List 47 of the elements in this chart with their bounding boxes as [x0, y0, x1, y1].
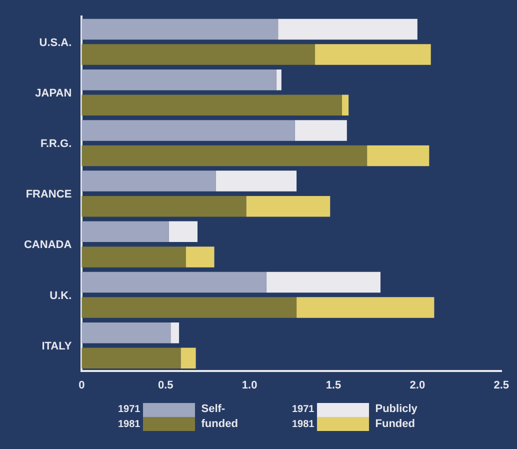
y-tick-label: JAPAN	[35, 87, 72, 100]
text: 1981	[292, 418, 314, 432]
y-tick-label: U.K.	[50, 290, 72, 302]
bar	[367, 145, 430, 166]
bar	[82, 69, 276, 90]
bar	[168, 221, 198, 242]
bar	[82, 297, 297, 318]
bar	[276, 69, 282, 90]
x-tick-label: 0	[78, 379, 85, 392]
bar	[82, 145, 368, 166]
x-tick-label: 2.0	[410, 379, 426, 392]
bar	[82, 94, 342, 116]
bar	[82, 246, 186, 268]
bar	[266, 272, 380, 293]
text: 1981	[118, 418, 140, 432]
text: 1971	[118, 403, 140, 417]
legend-label: Self-funded	[201, 402, 239, 432]
bar	[315, 44, 431, 65]
x-tick-label: 0.5	[158, 379, 174, 392]
bar	[82, 322, 171, 344]
x-tick-label: 2.5	[494, 379, 510, 392]
bar	[216, 170, 297, 192]
y-tick-label: FRANCE	[26, 188, 72, 201]
bar	[246, 196, 330, 217]
bar	[294, 120, 347, 141]
bar	[82, 348, 181, 369]
bar	[342, 94, 349, 116]
bar	[170, 322, 180, 344]
bar	[186, 246, 214, 268]
bar	[278, 18, 418, 40]
bar	[180, 348, 196, 369]
y-tick-label: CANADA	[24, 239, 72, 252]
bar	[296, 297, 434, 318]
bar	[82, 196, 246, 217]
text: 1971	[292, 403, 314, 417]
x-tick-label: 1.0	[242, 379, 258, 392]
bar	[82, 170, 216, 192]
y-tick-label: ITALY	[42, 340, 72, 352]
x-tick-label: 1.5	[326, 379, 342, 392]
bar	[82, 18, 278, 40]
bar	[82, 272, 266, 293]
y-tick-label: U.S.A.	[39, 36, 72, 49]
legend-label: Publicly Funded	[375, 402, 418, 432]
bar	[82, 221, 169, 242]
bar	[82, 44, 316, 65]
y-tick-label: F.R.G.	[40, 138, 72, 150]
bar	[82, 120, 295, 141]
